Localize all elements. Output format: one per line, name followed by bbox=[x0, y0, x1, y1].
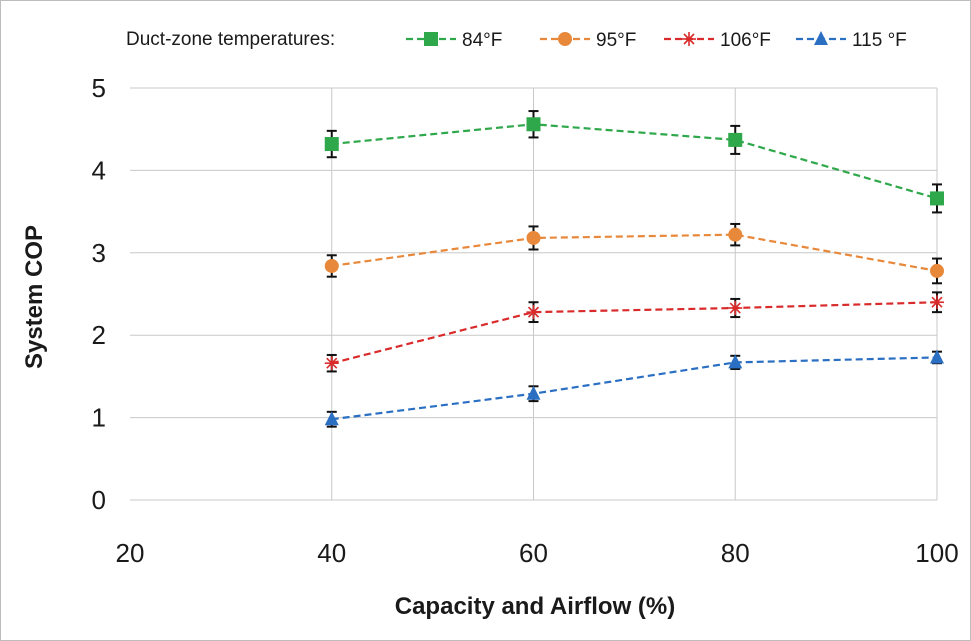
legend-entry-3: 115 °F bbox=[796, 30, 907, 51]
y-tick-label: 3 bbox=[92, 238, 106, 268]
x-tick-label: 40 bbox=[317, 538, 346, 568]
legend-swatch-marker bbox=[814, 31, 828, 45]
y-tick-label: 1 bbox=[92, 403, 106, 433]
y-tick-label: 5 bbox=[92, 73, 106, 103]
data-point bbox=[728, 132, 743, 147]
series-3 bbox=[324, 349, 944, 428]
legend-label: 115 °F bbox=[852, 30, 907, 51]
x-tick-label: 20 bbox=[116, 538, 145, 568]
data-point bbox=[728, 301, 743, 316]
y-tick-label: 0 bbox=[92, 485, 106, 515]
data-point bbox=[930, 263, 944, 278]
legend-title: Duct-zone temperatures: bbox=[126, 29, 335, 50]
y-tick-label: 2 bbox=[92, 320, 106, 350]
data-point bbox=[526, 117, 541, 132]
data-point bbox=[728, 227, 743, 242]
legend-label: 84°F bbox=[462, 30, 502, 51]
data-point bbox=[930, 191, 944, 206]
legend-swatch-marker bbox=[682, 32, 696, 46]
legend-entry-2: 106°F bbox=[664, 30, 771, 51]
x-axis-title: Capacity and Airflow (%) bbox=[395, 593, 675, 620]
data-point bbox=[324, 137, 339, 152]
series-line bbox=[331, 123, 938, 200]
data-point bbox=[930, 295, 944, 310]
series-2 bbox=[324, 291, 944, 373]
legend: Duct-zone temperatures: 84°F 95°F 106°F 115… bbox=[126, 29, 907, 51]
legend-swatch-marker bbox=[424, 32, 438, 46]
data-point bbox=[324, 356, 339, 371]
y-tick-label: 4 bbox=[92, 155, 106, 185]
legend-entry-1: 95°F bbox=[540, 30, 636, 51]
series-1 bbox=[324, 222, 944, 285]
data-point bbox=[324, 411, 339, 426]
series-0 bbox=[324, 110, 944, 214]
axis-layer: 0 1 2 3 4 5 20 40 60 80 100 bbox=[92, 73, 959, 568]
series-line bbox=[331, 356, 938, 421]
data-point bbox=[324, 258, 339, 273]
grid-layer bbox=[130, 87, 938, 501]
legend-swatch-marker bbox=[558, 32, 572, 46]
x-tick-label: 100 bbox=[915, 538, 958, 568]
series-line bbox=[331, 301, 938, 365]
y-axis-title: System COP bbox=[21, 225, 48, 369]
series-layer bbox=[324, 110, 944, 428]
series-line bbox=[331, 233, 938, 273]
x-tick-label: 80 bbox=[721, 538, 750, 568]
data-point bbox=[526, 230, 541, 245]
data-point bbox=[526, 385, 541, 400]
legend-label: 106°F bbox=[720, 30, 771, 51]
data-point bbox=[930, 349, 944, 364]
legend-label: 95°F bbox=[596, 30, 636, 51]
legend-entry-0: 84°F bbox=[406, 30, 502, 51]
data-point bbox=[728, 354, 743, 369]
data-point bbox=[526, 305, 541, 320]
x-tick-label: 60 bbox=[519, 538, 548, 568]
